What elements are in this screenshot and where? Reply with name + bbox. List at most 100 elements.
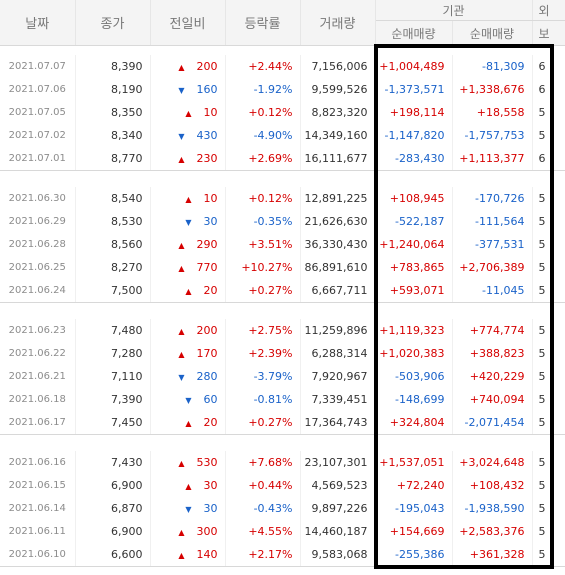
cell-inst-hold: -1,938,590 [452,497,533,520]
cell-close: 8,190 [75,78,151,101]
cell-inst-net: +783,865 [375,256,453,279]
change-value: 290 [196,238,218,251]
group-spacer [0,45,565,55]
cell-extra: 5 [532,388,565,411]
change-value: 300 [196,525,218,538]
cell-change: ▲ 10 [150,101,226,124]
cell-volume: 7,920,967 [300,365,376,388]
group-gap [0,302,565,310]
cell-inst-net: +1,537,051 [375,451,453,474]
cell-inst-hold: +774,774 [452,319,533,342]
cell-inst-net: +198,114 [375,101,453,124]
cell-date: 2021.06.23 [0,319,76,342]
cell-pct: -0.81% [225,388,301,411]
gap-cell [0,434,565,442]
cell-inst-hold: +361,328 [452,543,533,567]
cell-extra: 5 [532,256,565,279]
group-gap [0,434,565,442]
triangle-up-icon: ▲ [178,155,185,164]
cell-close: 7,500 [75,279,151,303]
cell-pct: +0.12% [225,187,301,210]
table-row: 2021.06.11 6,900 ▲ 300 +4.55% 14,460,187 +154,… [0,520,565,543]
change-value: 200 [196,324,218,337]
table-row: 2021.07.01 8,770 ▲ 230 +2.69% 16,111,677 -283,… [0,147,565,171]
cell-change: ▼ 30 [150,210,226,233]
cell-date: 2021.07.01 [0,147,76,171]
group-spacer [0,178,565,187]
cell-inst-hold: +388,823 [452,342,533,365]
table-body: 2021.07.07 8,390 ▲ 200 +2.44% 7,156,006 +1,004… [0,45,565,574]
cell-close: 8,770 [75,147,151,171]
cell-date: 2021.06.21 [0,365,76,388]
table-row: 2021.06.10 6,600 ▲ 140 +2.17% 9,583,068 -255,3… [0,543,565,567]
cell-extra: 5 [532,279,565,303]
cell-date: 2021.06.17 [0,411,76,435]
cell-date: 2021.06.15 [0,474,76,497]
cell-volume: 36,330,430 [300,233,376,256]
cell-inst-net: -1,373,571 [375,78,453,101]
change-value: 30 [203,502,218,515]
cell-close: 7,280 [75,342,151,365]
cell-extra: 6 [532,147,565,171]
cell-pct: +4.55% [225,520,301,543]
triangle-up-icon: ▲ [178,327,185,336]
table-row: 2021.07.05 8,350 ▲ 10 +0.12% 8,823,320 +198,11… [0,101,565,124]
triangle-up-icon: ▲ [178,241,185,250]
cell-inst-hold: -1,757,753 [452,124,533,147]
cell-date: 2021.06.29 [0,210,76,233]
header-institution: 기관 [375,0,533,21]
cell-close: 7,430 [75,451,151,474]
cell-close: 8,340 [75,124,151,147]
cell-pct: -4.90% [225,124,301,147]
change-value: 10 [203,192,218,205]
cell-volume: 21,626,630 [300,210,376,233]
cell-volume: 11,259,896 [300,319,376,342]
cell-inst-hold: -81,309 [452,55,533,78]
header-foreign: 외 [532,0,565,21]
cell-change: ▼ 160 [150,78,226,101]
cell-close: 7,390 [75,388,151,411]
group-gap [0,566,565,574]
header-inst-net: 순매매량 [375,20,453,46]
cell-pct: +2.75% [225,319,301,342]
cell-change: ▲ 530 [150,451,226,474]
cell-inst-net: +1,020,383 [375,342,453,365]
change-value: 280 [196,370,218,383]
table-row: 2021.07.07 8,390 ▲ 200 +2.44% 7,156,006 +1,004… [0,55,565,78]
cell-inst-hold: +1,113,377 [452,147,533,171]
cell-inst-net: +108,945 [375,187,453,210]
cell-extra: 5 [532,411,565,435]
cell-inst-net: +1,119,323 [375,319,453,342]
header-date: 날짜 [0,0,76,46]
cell-close: 6,900 [75,474,151,497]
triangle-up-icon: ▲ [178,528,185,537]
triangle-up-icon: ▲ [185,287,192,296]
cell-inst-net: +1,004,489 [375,55,453,78]
cell-pct: +2.39% [225,342,301,365]
cell-close: 8,390 [75,55,151,78]
cell-date: 2021.06.24 [0,279,76,303]
cell-change: ▼ 280 [150,365,226,388]
change-value: 20 [203,416,218,429]
cell-date: 2021.06.30 [0,187,76,210]
cell-date: 2021.06.22 [0,342,76,365]
change-value: 60 [203,393,218,406]
cell-date: 2021.07.05 [0,101,76,124]
table-row: 2021.06.22 7,280 ▲ 170 +2.39% 6,288,314 +1,020… [0,342,565,365]
group-gap [0,170,565,178]
cell-inst-hold: -111,564 [452,210,533,233]
cell-volume: 16,111,677 [300,147,376,171]
cell-change: ▲ 300 [150,520,226,543]
triangle-down-icon: ▼ [178,373,185,382]
cell-change: ▲ 140 [150,543,226,567]
change-value: 530 [196,456,218,469]
change-value: 20 [203,284,218,297]
gap-cell [0,302,565,310]
cell-close: 7,480 [75,319,151,342]
cell-pct: +2.69% [225,147,301,171]
cell-volume: 6,667,711 [300,279,376,303]
cell-extra: 5 [532,451,565,474]
spacer-cell [0,178,565,187]
cell-pct: +7.68% [225,451,301,474]
cell-extra: 5 [532,233,565,256]
